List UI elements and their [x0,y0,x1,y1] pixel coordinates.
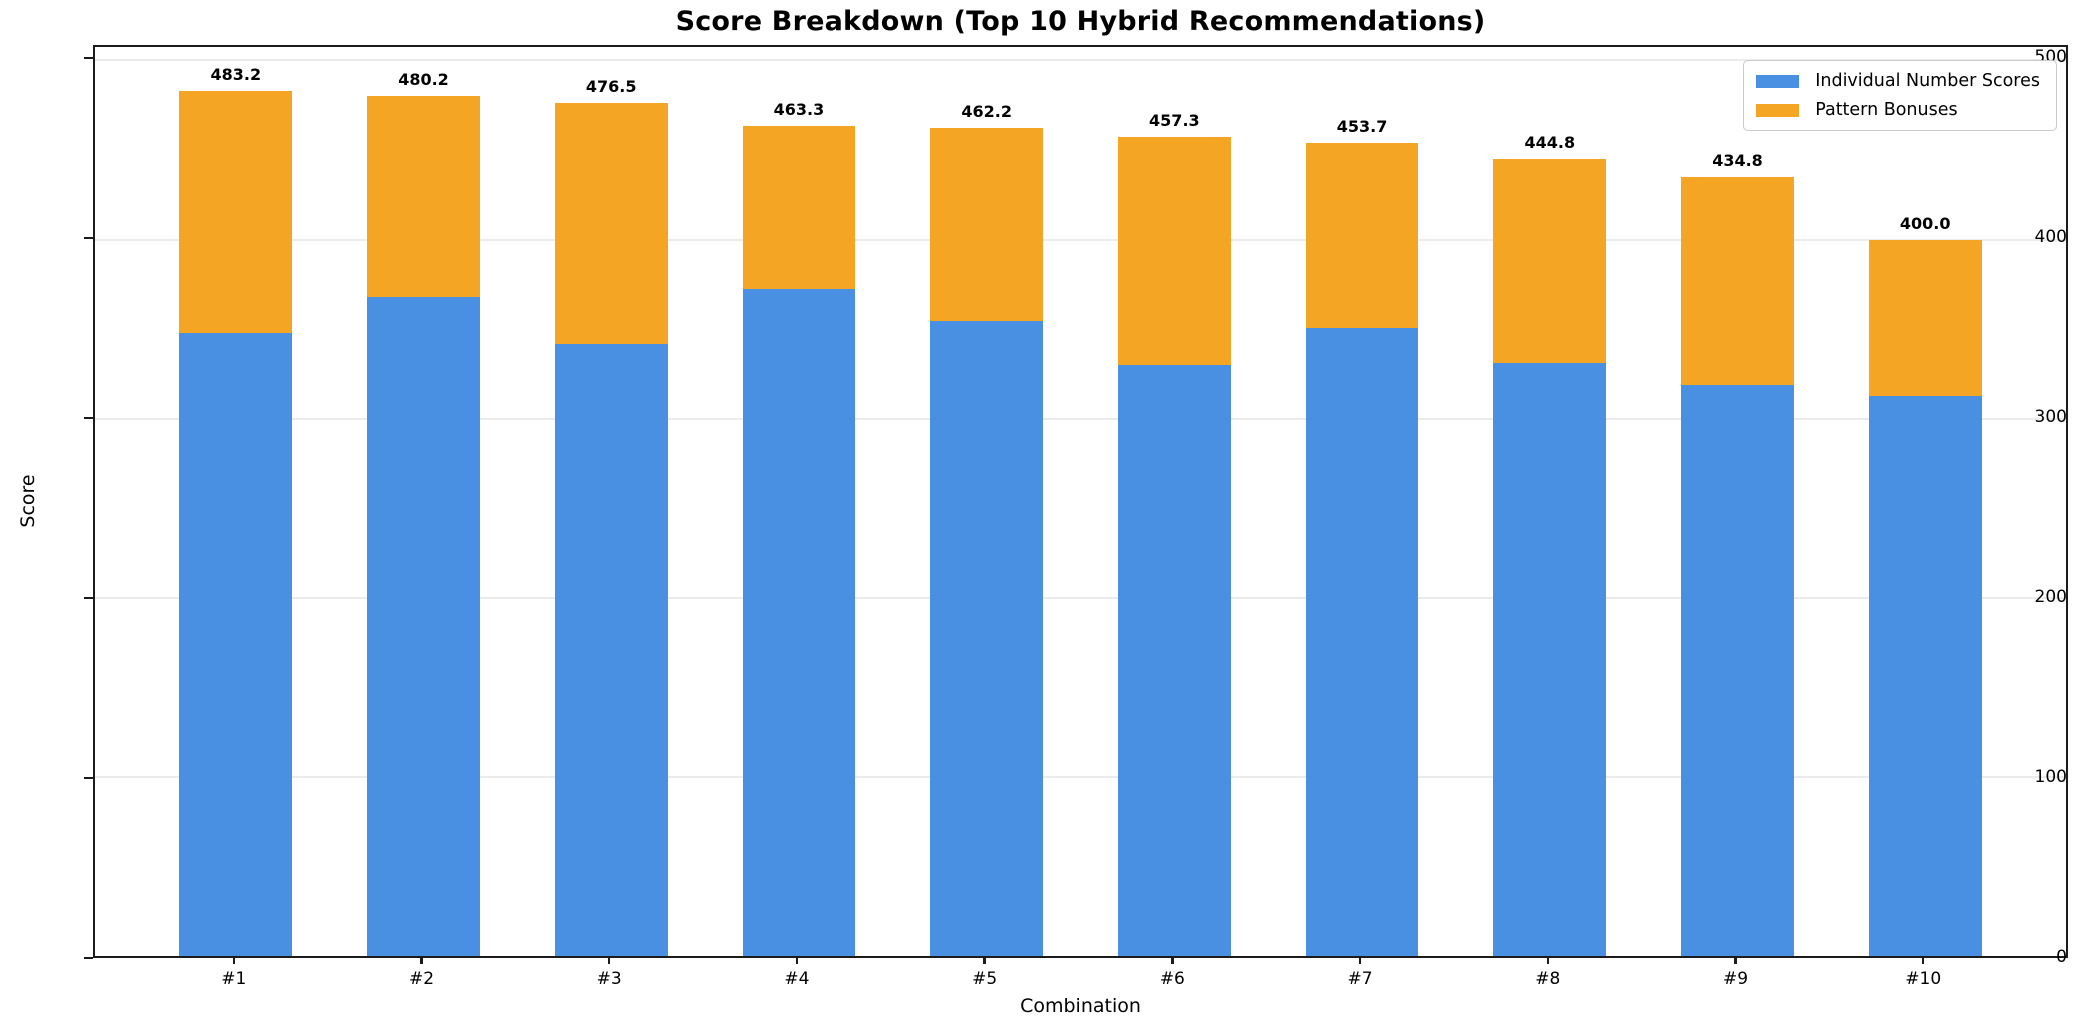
bar-total-label: 483.2 [210,64,262,84]
x-tick-label: #7 [1347,969,1373,989]
y-tick-mark [84,236,93,240]
x-tick-label: #6 [1159,969,1185,989]
bar-segment-pattern-bonus [179,90,293,333]
y-tick-mark [84,776,93,780]
bar-segment-pattern-bonus [742,126,856,289]
bar-total-label: 444.8 [1524,133,1576,153]
bar-segment-individual-scores [1493,363,1607,956]
legend-item: Individual Number Scores [1756,71,2040,91]
x-tick-mark [1171,956,1174,964]
bar-total-label: 453.7 [1336,117,1388,137]
bar-segment-pattern-bonus [554,102,668,345]
bar-segment-pattern-bonus [1493,159,1607,364]
x-tick-mark [1546,956,1550,964]
y-tick-label: 400 [2034,227,2067,248]
x-tick-label: #5 [972,969,998,989]
y-tick-label: 100 [2034,767,2067,788]
bar-segment-individual-scores [179,332,293,956]
y-axis-label: Score [17,474,39,528]
gridline [95,775,2066,778]
x-tick-mark [795,956,799,964]
bar-segment-individual-scores [930,321,1043,956]
legend-item: Pattern Bonuses [1756,100,2040,120]
bar-segment-pattern-bonus [367,95,480,297]
gridline [95,59,2066,62]
x-tick-label: #8 [1535,969,1561,989]
x-tick-label: #4 [784,969,810,989]
y-tick-mark [84,956,93,959]
bar-segment-pattern-bonus [930,128,1043,322]
x-axis-label: Combination [1020,995,1141,1017]
x-tick-mark [232,956,236,964]
y-tick-mark [84,416,93,420]
y-tick-label: 200 [2034,587,2067,608]
bar-total-label: 480.2 [398,69,449,89]
bar-segment-pattern-bonus [1681,177,1794,385]
bar-segment-individual-scores [1868,396,1982,956]
plot-area: Individual Number Scores Pattern Bonuses … [93,45,2068,958]
bar-total-label: 463.3 [773,100,825,120]
bar-segment-individual-scores [1305,328,1419,956]
x-tick-label: #2 [408,969,435,989]
bar-segment-pattern-bonus [1118,136,1231,365]
x-tick-mark [607,956,611,964]
y-tick-mark [84,56,93,60]
legend-label: Individual Number Scores [1815,71,2040,91]
bar-total-label: 457.3 [1149,110,1200,130]
x-tick-label: #9 [1722,969,1749,989]
x-tick-label: #10 [1905,969,1942,989]
bar-total-label: 434.8 [1712,151,1763,171]
y-tick-label: 0 [2056,947,2067,967]
bar-segment-individual-scores [742,288,856,956]
legend-label: Pattern Bonuses [1815,100,1958,120]
bar-segment-individual-scores [367,296,480,956]
gridline [95,417,2066,420]
bar-total-label: 476.5 [585,76,637,96]
bar-total-label: 462.2 [961,102,1012,122]
bar-segment-pattern-bonus [1868,239,1982,397]
y-tick-label: 300 [2034,407,2067,428]
bar-segment-individual-scores [554,344,668,956]
legend-swatch [1756,103,1800,117]
bar-segment-individual-scores [1118,364,1231,956]
x-tick-mark [1358,956,1362,964]
bar-total-label: 400.0 [1899,213,1951,233]
bar-segment-pattern-bonus [1305,143,1419,329]
y-tick-mark [84,596,93,600]
x-tick-label: #3 [596,969,622,989]
x-tick-mark [1921,956,1925,964]
x-tick-mark [983,956,986,964]
legend: Individual Number Scores Pattern Bonuses [1743,60,2057,131]
x-tick-label: #1 [221,969,247,989]
gridline [95,238,2066,241]
legend-swatch [1756,74,1800,88]
gridline [95,596,2066,599]
bar-segment-individual-scores [1681,384,1794,956]
x-tick-mark [1734,956,1737,964]
x-tick-mark [420,956,423,964]
chart-title: Score Breakdown (Top 10 Hybrid Recommend… [675,6,1486,37]
